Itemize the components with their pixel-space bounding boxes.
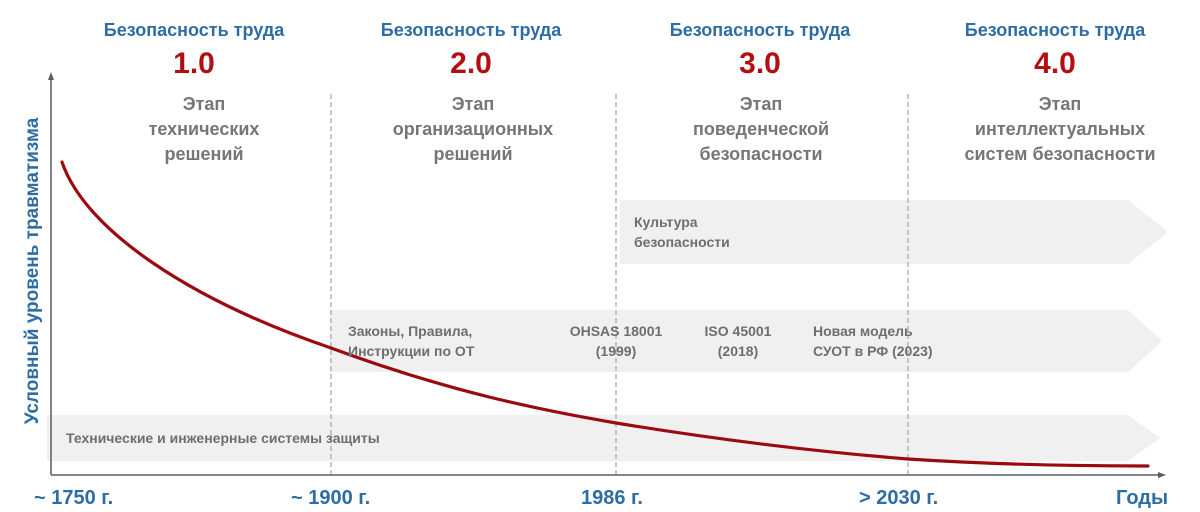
x-axis-arrow-icon	[1158, 472, 1166, 478]
band-technical-label: Технические и инженерные системы защиты	[66, 430, 380, 446]
band-org-item-laws: Законы, Правила, Инструкции по ОТ	[348, 323, 475, 359]
stage-1-header: Безопасность труда 1.0	[64, 18, 324, 82]
band-org-item-iso: ISO 45001 (2018)	[704, 323, 772, 359]
stage-3-title: Безопасность труда	[669, 20, 851, 40]
stage-2-header: Безопасность труда 2.0	[341, 18, 601, 82]
x-tick-1900: ~ 1900 г.	[291, 487, 371, 509]
stage-4-description: Этап интеллектуальных систем безопасност…	[964, 94, 1156, 164]
band-culture-label: Культура безопасности	[634, 214, 730, 250]
band-org-item-suot: Новая модель СУОТ в РФ (2023)	[813, 323, 933, 359]
x-axis-label-years: Годы	[1116, 487, 1169, 509]
y-axis-arrow-icon	[48, 72, 54, 80]
x-tick-1986: 1986 г.	[581, 487, 643, 509]
band-organizational	[330, 310, 1162, 372]
stage-3-number: 3.0	[739, 47, 781, 80]
stage-2-title: Безопасность труда	[380, 20, 562, 40]
y-axis-label: Условный уровень травматизма	[22, 117, 43, 425]
x-tick-2030: > 2030 г.	[859, 487, 939, 509]
stage-4-title: Безопасность труда	[964, 20, 1146, 40]
stage-1-number: 1.0	[173, 47, 215, 80]
stage-3-header: Безопасность труда 3.0	[630, 18, 890, 82]
stage-3-description: Этап поведенческой безопасности	[692, 94, 830, 164]
band-culture	[620, 200, 1168, 264]
stage-2-number: 2.0	[450, 47, 492, 80]
stage-1-description: Этап технических решений	[148, 94, 260, 164]
stage-1-title: Безопасность труда	[103, 20, 285, 40]
band-technical	[47, 415, 1160, 461]
stage-2-description: Этап организационных решений	[392, 94, 554, 164]
band-org-item-ohsas: OHSAS 18001 (1999)	[569, 323, 663, 359]
injury-rate-curve	[60, 160, 1150, 468]
x-tick-1750: ~ 1750 г.	[34, 487, 114, 509]
stage-4-number: 4.0	[1034, 47, 1076, 80]
stage-4-header: Безопасность труда 4.0	[925, 18, 1185, 82]
